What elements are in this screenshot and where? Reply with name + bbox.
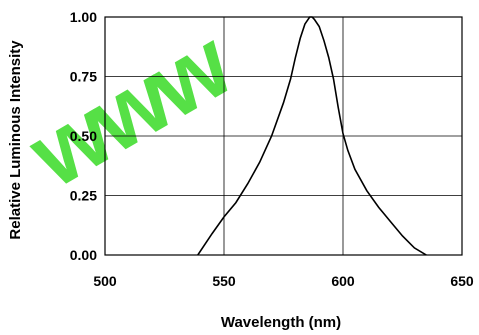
y-axis-label: Relative Luminous Intensity — [7, 40, 24, 240]
x-axis-label: Wavelength (nm) — [221, 314, 341, 331]
y-tick-label: 1.00 — [70, 9, 97, 25]
x-tick-label: 650 — [450, 273, 474, 289]
watermark-logo: www — [11, 9, 249, 208]
plot-frame — [104, 16, 463, 256]
y-tick-label: 0.25 — [70, 188, 97, 204]
series-line — [197, 16, 427, 256]
y-tick-label: 0.50 — [70, 128, 97, 144]
y-tick-labels: 0.00 0.25 0.50 0.75 1.00 — [70, 9, 97, 263]
x-tick-label: 550 — [212, 273, 236, 289]
x-tick-label: 500 — [93, 273, 117, 289]
x-tick-label: 600 — [331, 273, 355, 289]
y-tick-label: 0.00 — [70, 247, 97, 263]
x-tick-labels: 500 550 600 650 — [93, 273, 474, 289]
svg-text:www: www — [11, 9, 249, 208]
y-tick-label: 0.75 — [70, 69, 97, 85]
